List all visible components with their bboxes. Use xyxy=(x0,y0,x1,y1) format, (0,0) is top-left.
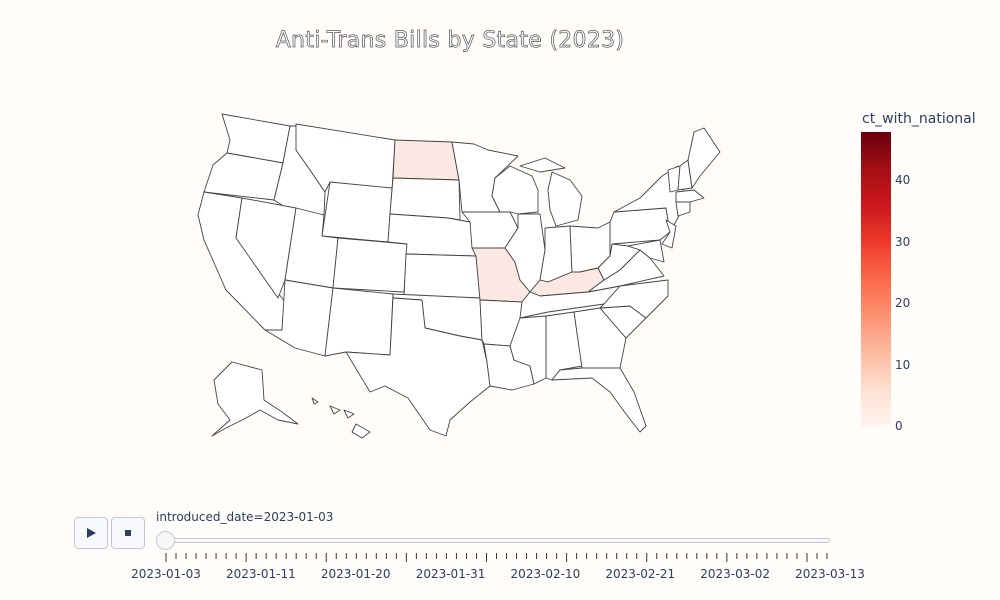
state-maryland[interactable] xyxy=(627,239,665,263)
slider-date-label[interactable]: 2023-01-31 xyxy=(415,567,486,581)
play-icon xyxy=(87,528,96,538)
state-texas[interactable] xyxy=(345,297,491,437)
colorbar-tick-label: 10 xyxy=(895,357,911,372)
slider-date-label[interactable]: 2023-03-02 xyxy=(700,567,771,581)
state-massachusetts[interactable] xyxy=(675,189,705,203)
colorbar-tick-label: 40 xyxy=(895,173,911,188)
state-new-jersey[interactable] xyxy=(661,219,677,249)
state-outlines xyxy=(197,113,721,439)
colorbar-title: ct_with_national xyxy=(862,111,976,127)
state-nevada[interactable] xyxy=(235,197,297,299)
play-button[interactable] xyxy=(74,517,108,549)
slider-date-label[interactable]: 2023-01-20 xyxy=(320,567,391,581)
state-kansas[interactable] xyxy=(403,253,481,299)
colorbar-tick-label: 20 xyxy=(895,296,911,311)
map-title: Anti-Trans Bills by State (2023) xyxy=(275,28,625,54)
stop-button[interactable] xyxy=(111,517,145,549)
slider-date-label[interactable]: 2023-03-13 xyxy=(795,567,865,581)
state-connecticut[interactable] xyxy=(675,201,691,217)
state-maine[interactable] xyxy=(687,127,721,189)
slider-prefix: introduced_date= xyxy=(156,510,264,524)
stop-icon xyxy=(125,530,131,536)
state-oregon[interactable] xyxy=(203,152,284,201)
slider-date-label[interactable]: 2023-01-11 xyxy=(225,567,296,581)
slider-ticks xyxy=(165,553,828,562)
state-colorado[interactable] xyxy=(332,237,408,293)
state-alaska[interactable] xyxy=(211,361,299,437)
state-north-carolina[interactable] xyxy=(599,279,669,319)
slider-date-label[interactable]: 2023-02-10 xyxy=(510,567,581,581)
slider-rail[interactable] xyxy=(160,538,830,543)
state-illinois[interactable] xyxy=(504,213,546,293)
state-north-dakota[interactable] xyxy=(392,139,460,181)
state-florida[interactable] xyxy=(551,367,647,433)
state-wisconsin[interactable] xyxy=(491,165,539,215)
slider-current-label: introduced_date=2023-01-03 xyxy=(156,510,333,524)
state-wyoming[interactable] xyxy=(321,181,393,243)
state-michigan[interactable] xyxy=(519,157,583,227)
colorbar xyxy=(861,132,891,427)
state-new-mexico[interactable] xyxy=(324,287,394,357)
slider-date-label[interactable]: 2023-01-03 xyxy=(131,567,201,581)
slider-date-label[interactable]: 2023-02-21 xyxy=(605,567,676,581)
colorbar-tick-label: 0 xyxy=(895,419,903,433)
state-south-dakota[interactable] xyxy=(389,177,461,221)
state-hawaii[interactable] xyxy=(311,397,371,439)
colorbar-tick-label: 30 xyxy=(895,234,911,249)
slider-value: 2023-01-03 xyxy=(263,510,334,524)
slider-handle[interactable] xyxy=(156,531,175,550)
